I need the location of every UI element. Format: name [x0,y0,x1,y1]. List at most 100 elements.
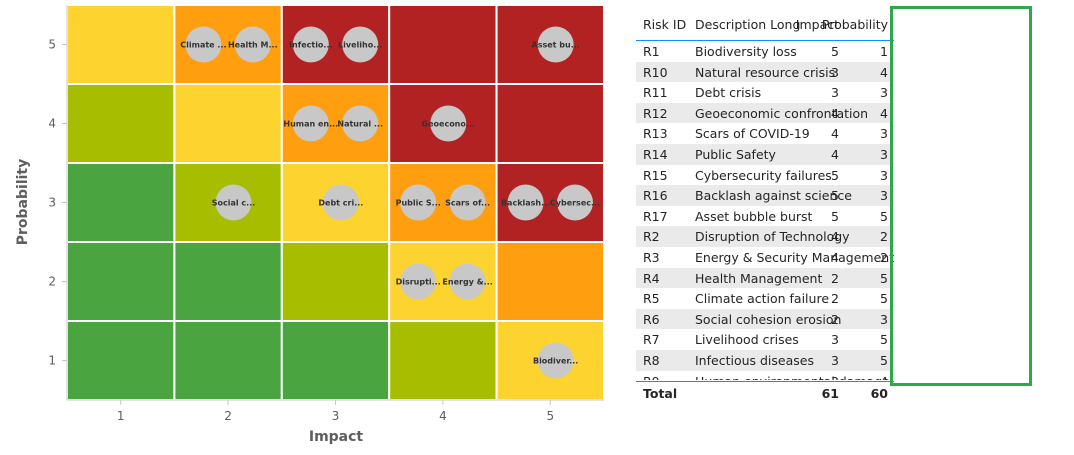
risk-bubble-circle[interactable] [449,184,486,221]
row-probability: 2 [880,249,888,265]
risk-bubble-label: Backlash... [501,199,550,208]
risk-bubble[interactable]: Social c... [212,184,256,221]
matrix-cell-i1-p4[interactable] [66,83,176,164]
x-tick-label: 3 [332,409,340,423]
matrix-cell-i1-p1[interactable] [66,320,176,401]
table-row[interactable]: R17 Asset bubble burst 5 5 [636,206,894,227]
matrix-cell-i3-p2[interactable] [280,241,391,322]
risk-bubble-label: Debt cri... [318,199,363,208]
risk-bubble[interactable]: Debt cri... [318,184,363,221]
risk-bubble[interactable]: Energy &... [442,263,493,300]
row-probability: 4 [880,374,888,381]
risk-bubble-circle[interactable] [322,184,359,221]
risk-bubble-circle[interactable] [292,105,329,142]
table-row[interactable]: R6 Social cohesion erosion 2 3 [636,308,894,330]
risk-bubble[interactable]: Asset bu... [532,26,580,63]
risk-bubble-circle[interactable] [537,342,574,379]
matrix-cell-i5-p2[interactable] [495,241,606,322]
matrix-cell-i1-p2[interactable] [66,241,176,322]
matrix-cell-i4-p5[interactable] [388,4,498,85]
table-row[interactable]: R7 Livelihood crises 3 5 [636,329,894,350]
matrix-cell-i2-p4[interactable] [173,83,283,164]
table-row[interactable]: R5 Climate action failure 2 5 [636,288,894,309]
table-row[interactable]: R12 Geoeconomic confrontation 4 4 [636,102,894,124]
risk-bubble[interactable]: Human en... [283,105,338,142]
y-tick-label: 4 [48,117,56,131]
matrix-cell-i1-p3[interactable] [66,162,176,243]
table-row[interactable]: R14 Public Safety 4 3 [636,143,894,165]
risk-bubble[interactable]: Public S... [396,184,441,221]
header-probability[interactable]: Probability [821,17,888,32]
risk-bubble-circle[interactable] [400,184,437,221]
row-risk-id: R6 [643,311,660,327]
risk-bubble[interactable]: Backlash... [501,184,550,221]
matrix-cell-i1-p5[interactable] [66,4,176,85]
table-row[interactable]: R9 Human environmental damage3 4 [636,371,894,381]
row-risk-id: R10 [643,64,668,80]
table-row[interactable]: R4 Health Management 2 5 [636,267,894,289]
y-tick-label: 1 [48,354,56,368]
table-row[interactable]: R8 Infectious diseases 3 5 [636,349,894,371]
risk-bubble-label: Biodiver... [533,357,578,366]
table-body[interactable]: R1 Biodiversity loss 5 1 R10 Natural resource… [636,41,894,380]
risk-bubble-circle[interactable] [449,263,486,300]
matrix-cell-i5-p4[interactable] [495,83,606,164]
table-row[interactable]: R13 Scars of COVID-19 4 3 [636,123,894,144]
table-row[interactable]: R11 Debt crisis 3 3 [636,82,894,103]
risk-bubble-circle[interactable] [185,26,222,63]
table-row[interactable]: R2 Disruption of Technology 4 2 [636,226,894,247]
risk-bubble-circle[interactable] [557,184,594,221]
risk-bubble[interactable]: Liveliho... [338,26,382,63]
table-row[interactable]: R15 Cybersecurity failures 5 3 [636,165,894,186]
table-row[interactable]: R1 Biodiversity loss 5 1 [636,41,894,62]
total-label: Total [643,386,678,401]
table-row[interactable]: R16 Backlash against science 5 3 [636,185,894,206]
risk-bubble-label: Energy &... [442,278,492,287]
row-impact: 4 [831,146,839,162]
risk-bubble[interactable]: Health M... [228,26,278,63]
row-description: Social cohesion erosion [695,311,842,327]
row-risk-id: R5 [643,291,660,307]
risk-bubble[interactable]: Disrupti... [396,263,441,300]
row-impact: 3 [831,332,839,348]
row-probability: 3 [880,167,888,183]
risk-bubble[interactable]: Geoecono... [422,105,475,142]
risk-bubble-label: Public S... [396,199,441,208]
risk-bubble[interactable]: Scars of... [445,184,490,221]
row-description: Disruption of Technology [695,229,850,245]
matrix-cell-i3-p1[interactable] [280,320,391,401]
row-impact: 5 [831,188,839,204]
risk-bubble-circle[interactable] [400,263,437,300]
matrix-cell-i2-p1[interactable] [173,320,283,401]
risk-bubble-circle[interactable] [342,26,379,63]
y-axis-title: Probability [15,159,31,246]
risk-bubble[interactable]: Cybersec... [550,184,600,221]
row-description: Biodiversity loss [695,44,797,59]
risk-bubble-circle[interactable] [342,105,379,142]
risk-bubble-label: Liveliho... [338,41,382,50]
table-row[interactable]: R3 Energy & Security Management 4 2 [636,247,894,268]
risk-bubble[interactable]: Biodiver... [533,342,578,379]
row-description: Livelihood crises [695,332,799,348]
table-row[interactable]: R10 Natural resource crisis 3 4 [636,61,894,83]
risk-bubble-circle[interactable] [537,26,574,63]
row-probability: 2 [880,229,888,245]
header-description[interactable]: Description Long [695,17,801,32]
row-risk-id: R1 [643,44,660,59]
risk-bubble-circle[interactable] [507,184,544,221]
risk-bubble[interactable]: Natural ... [337,105,383,142]
risk-bubble-circle[interactable] [215,184,252,221]
header-impact[interactable]: Impact [795,17,839,32]
risk-bubble[interactable]: Climate ... [180,26,227,63]
risk-bubble-circle[interactable] [292,26,329,63]
row-risk-id: R3 [643,249,660,265]
risk-bubble-circle[interactable] [234,26,271,63]
risk-bubble[interactable]: Infectio... [289,26,333,63]
row-probability: 5 [880,208,888,224]
risk-bubble-circle[interactable] [430,105,467,142]
row-risk-id: R16 [643,188,668,204]
y-tick-label: 5 [48,38,56,52]
header-risk-id[interactable]: Risk ID [643,17,687,32]
matrix-cell-i4-p1[interactable] [388,320,498,401]
matrix-cell-i2-p2[interactable] [173,241,283,322]
